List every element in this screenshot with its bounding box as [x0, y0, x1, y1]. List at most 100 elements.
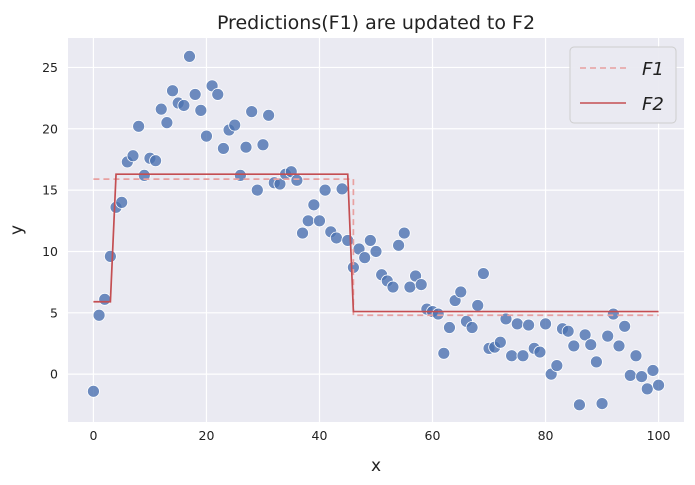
data-point: [177, 99, 191, 112]
data-point: [539, 317, 552, 331]
data-point: [640, 382, 654, 396]
data-point: [87, 384, 100, 398]
data-point: [476, 267, 490, 280]
legend-f2-label: F2: [642, 94, 664, 115]
y-tick-label: 25: [42, 60, 58, 75]
series-line-f2: [93, 173, 659, 313]
data-point: [505, 349, 519, 363]
data-point: [516, 349, 530, 363]
data-point: [414, 278, 428, 291]
data-point: [595, 397, 609, 410]
data-point: [403, 280, 417, 294]
y-tick-label: 5: [50, 305, 58, 320]
y-axis-label: y: [7, 225, 27, 235]
data-point: [431, 307, 445, 321]
data-point: [510, 317, 524, 331]
y-ticks: 0 5 10 15 20 25: [42, 60, 58, 382]
data-point: [623, 368, 637, 382]
data-point: [471, 299, 485, 312]
y-tick-label: 20: [42, 121, 58, 136]
data-point: [618, 319, 632, 333]
data-point: [335, 182, 349, 196]
x-tick-label: 80: [538, 428, 554, 443]
data-point: [245, 105, 259, 119]
data-point: [330, 231, 343, 245]
data-point: [250, 183, 264, 197]
x-tick-label: 20: [199, 428, 215, 443]
data-point: [92, 308, 106, 322]
data-point: [318, 183, 332, 197]
data-point: [567, 339, 581, 353]
data-point: [183, 50, 196, 63]
data-point: [437, 346, 451, 360]
data-point: [301, 214, 315, 228]
data-point: [273, 177, 287, 191]
data-point: [358, 251, 372, 265]
data-point: [313, 214, 326, 228]
data-point: [228, 118, 242, 132]
data-point: [132, 119, 146, 133]
x-tick-label: 60: [425, 428, 441, 443]
chart-title: Predictions(F1) are updated to F2: [217, 12, 535, 34]
data-point: [98, 292, 112, 306]
data-point: [211, 88, 225, 101]
data-point: [103, 249, 117, 263]
data-point: [194, 103, 208, 117]
legend-box: [569, 46, 677, 124]
data-point: [341, 234, 355, 247]
data-point: [217, 142, 230, 155]
data-point: [369, 245, 383, 258]
data-point: [465, 321, 479, 334]
legend: F1 F2: [569, 46, 677, 124]
x-tick-label: 0: [89, 428, 97, 443]
data-point: [256, 138, 270, 152]
data-point: [188, 88, 202, 101]
data-point: [443, 321, 456, 334]
data-point: [392, 238, 406, 252]
data-point: [262, 108, 276, 122]
data-point: [590, 355, 603, 369]
data-point: [363, 234, 377, 247]
data-point: [578, 328, 592, 342]
data-point: [646, 364, 660, 377]
data-point: [166, 84, 179, 98]
data-point: [290, 173, 304, 187]
data-point: [629, 349, 643, 363]
data-point: [115, 195, 129, 209]
data-point: [307, 198, 321, 212]
data-point: [454, 285, 468, 299]
data-point: [606, 307, 620, 321]
y-tick-label: 0: [50, 367, 58, 382]
y-tick-label: 15: [42, 183, 58, 198]
data-point: [200, 129, 213, 143]
data-point: [493, 335, 507, 349]
x-ticks: 0 20 40 60 80 100: [89, 428, 670, 443]
data-point: [126, 149, 140, 163]
scatter-points: [87, 50, 665, 412]
data-point: [386, 280, 400, 294]
grid: [68, 38, 684, 422]
data-point: [522, 318, 535, 332]
data-point: [573, 398, 586, 412]
data-point: [296, 226, 309, 240]
data-point: [550, 359, 564, 372]
legend-f1-label: F1: [642, 59, 664, 80]
data-point: [652, 378, 665, 392]
data-point: [561, 324, 575, 338]
chart-title-text: Predictions(F1) are updated to F2: [217, 12, 535, 34]
y-tick-label: 10: [42, 244, 58, 259]
x-axis-label: x: [371, 456, 381, 476]
x-tick-label: 100: [647, 428, 671, 443]
data-point: [149, 154, 162, 168]
data-point: [154, 102, 168, 116]
data-point: [584, 338, 598, 352]
data-point: [612, 339, 626, 353]
data-point: [160, 116, 174, 130]
x-tick-label: 40: [312, 428, 328, 443]
data-point: [601, 329, 615, 343]
data-point: [635, 370, 649, 384]
data-point: [397, 226, 411, 240]
data-point: [239, 140, 253, 154]
data-point: [533, 345, 547, 359]
